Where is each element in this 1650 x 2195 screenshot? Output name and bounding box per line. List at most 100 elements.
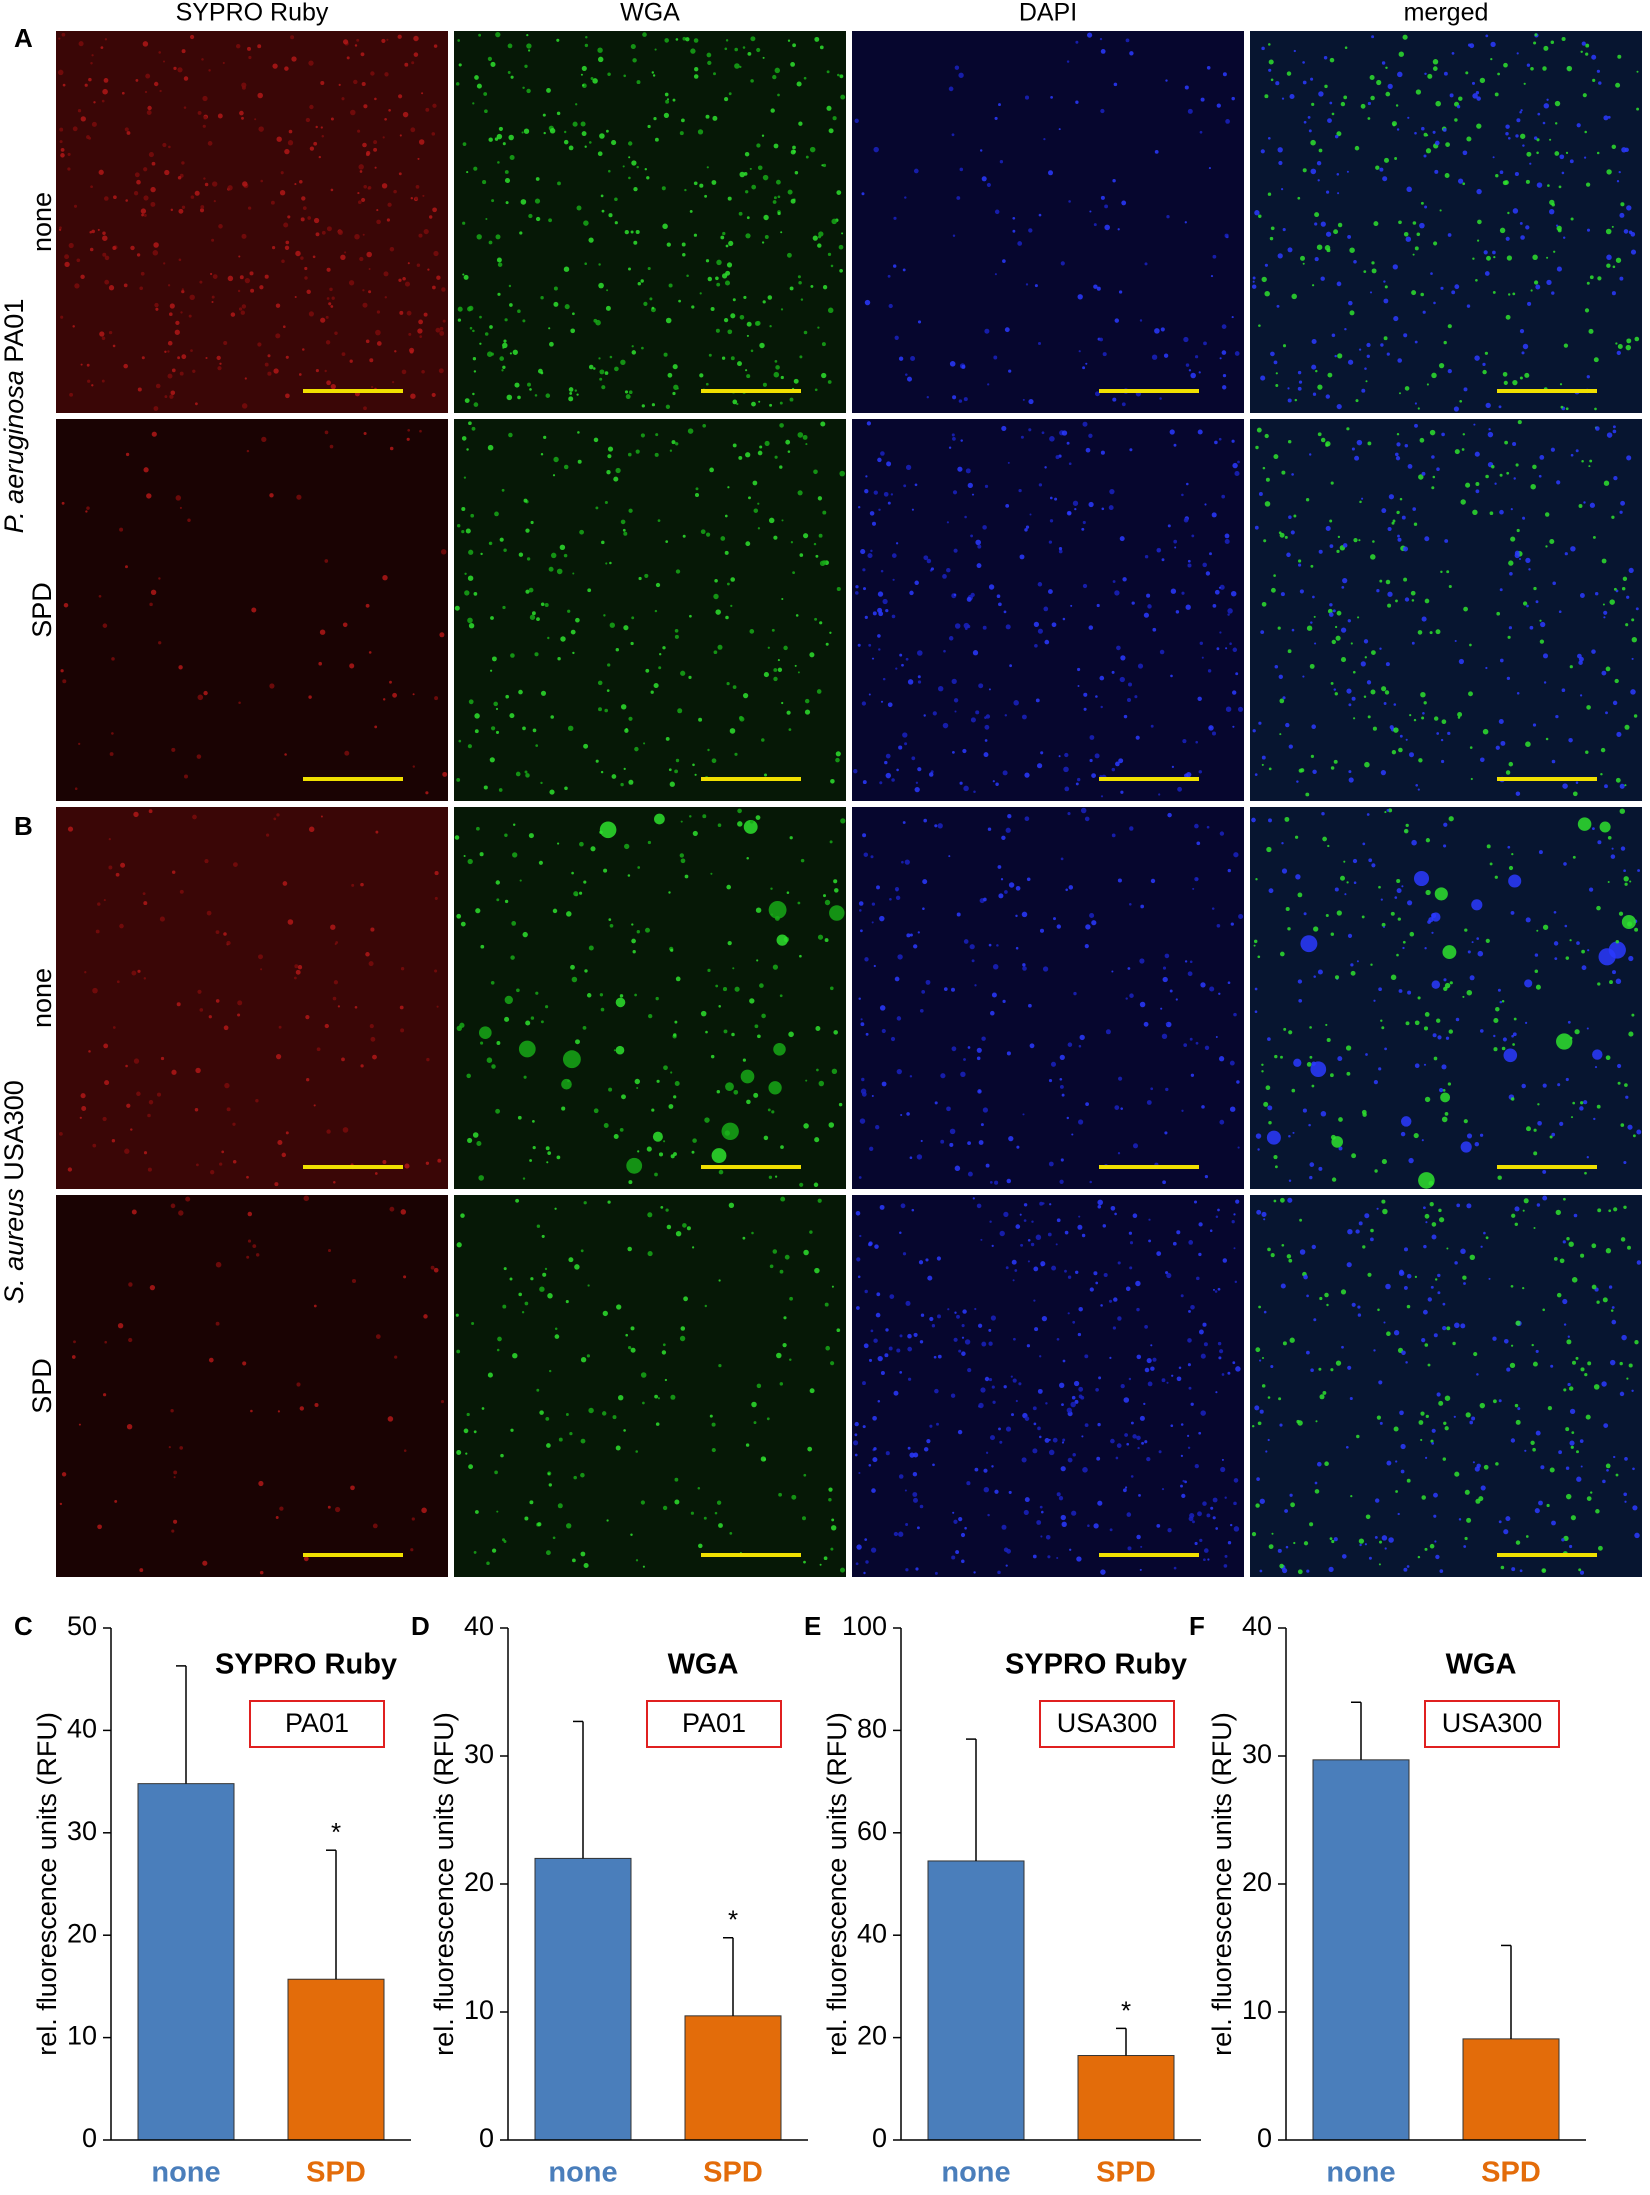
fluorescent-spot xyxy=(805,443,808,446)
y-axis-label: rel. fluorescence units (RFU) xyxy=(429,1712,459,2056)
fluorescent-spot xyxy=(1432,475,1436,479)
fluorescent-spot xyxy=(1564,552,1568,556)
fluorescent-spot xyxy=(1476,96,1481,101)
fluorescent-spot xyxy=(1395,599,1398,603)
fluorescent-spot xyxy=(597,151,603,157)
fluorescent-spot xyxy=(419,429,422,433)
fluorescent-spot xyxy=(1513,1017,1517,1021)
fluorescent-spot xyxy=(1187,1338,1192,1343)
fluorescent-spot xyxy=(897,954,903,960)
fluorescent-spot xyxy=(1443,844,1447,848)
fluorescent-spot xyxy=(435,327,441,333)
fluorescent-spot xyxy=(584,43,589,48)
fluorescent-spot xyxy=(1236,1080,1240,1084)
fluorescent-spot xyxy=(1631,618,1635,622)
fluorescent-spot xyxy=(1462,150,1468,156)
fluorescent-spot xyxy=(1117,1152,1121,1155)
fluorescent-spot xyxy=(59,127,64,132)
fluorescent-spot xyxy=(1175,998,1178,1001)
fluorescent-spot xyxy=(1351,696,1356,701)
panel-label: F xyxy=(1189,1611,1205,1641)
fluorescent-spot xyxy=(342,39,349,45)
fluorescent-spot xyxy=(196,1163,199,1167)
fluorescent-spot xyxy=(1198,770,1203,774)
fluorescent-spot xyxy=(1465,482,1471,488)
fluorescent-spot xyxy=(623,625,629,631)
fluorescent-spot xyxy=(709,467,714,473)
fluorescent-spot xyxy=(1156,1251,1162,1256)
fluorescent-spot xyxy=(911,756,916,761)
fluorescent-spot xyxy=(949,1128,956,1135)
fluorescent-spot xyxy=(960,1532,966,1538)
fluorescent-spot xyxy=(1268,1544,1274,1550)
fluorescent-spot xyxy=(602,1310,608,1317)
fluorescent-spot xyxy=(496,1348,500,1352)
fluorescent-spot xyxy=(868,643,872,647)
fluorescent-spot xyxy=(1584,308,1590,313)
fluorescent-spot xyxy=(1396,442,1401,447)
fluorescent-spot xyxy=(854,1433,858,1437)
fluorescent-spot xyxy=(1230,590,1237,597)
fluorescent-spot xyxy=(340,254,346,260)
fluorescent-spot xyxy=(732,443,737,448)
fluorescent-spot xyxy=(915,781,919,784)
fluorescent-spot xyxy=(1170,1424,1174,1428)
fluorescent-spot xyxy=(1508,874,1522,888)
fluorescent-spot xyxy=(1351,1153,1357,1159)
fluorescent-spot xyxy=(264,274,269,279)
fluorescent-spot xyxy=(680,820,683,823)
fluorescent-spot xyxy=(1264,290,1270,297)
fluorescent-spot xyxy=(1084,1423,1089,1428)
fluorescent-spot xyxy=(745,1443,750,1447)
fluorescent-spot xyxy=(855,585,859,589)
fluorescent-spot xyxy=(1127,682,1133,687)
fluorescent-spot xyxy=(952,395,957,400)
fluorescent-spot xyxy=(895,542,899,545)
fluorescent-spot xyxy=(868,1358,873,1362)
fluorescent-spot xyxy=(104,38,108,41)
fluorescent-spot xyxy=(1295,874,1301,880)
fluorescent-spot xyxy=(1580,1101,1584,1105)
fluorescent-spot xyxy=(315,369,319,373)
fluorescent-spot xyxy=(986,182,991,187)
fluorescent-spot xyxy=(879,915,885,922)
fluorescent-spot xyxy=(1094,753,1100,759)
fluorescent-spot xyxy=(1430,272,1433,275)
fluorescent-spot xyxy=(324,1023,329,1029)
fluorescent-spot xyxy=(238,255,241,258)
fluorescent-spot xyxy=(457,306,463,312)
panel-label: A xyxy=(14,23,33,53)
fluorescent-spot xyxy=(917,767,922,772)
fluorescent-spot xyxy=(423,312,428,317)
fluorescent-spot xyxy=(145,73,151,79)
fluorescent-spot xyxy=(590,846,596,852)
fluorescent-spot xyxy=(997,1570,1001,1575)
fluorescent-spot xyxy=(1498,1399,1502,1403)
fluorescent-spot xyxy=(992,964,999,970)
fluorescent-spot xyxy=(655,1422,660,1426)
fluorescent-spot xyxy=(178,665,183,670)
micrograph xyxy=(454,1195,846,1577)
fluorescent-spot xyxy=(1324,84,1328,89)
fluorescent-spot xyxy=(522,86,525,90)
fluorescent-spot xyxy=(1438,362,1445,369)
fluorescent-spot xyxy=(1330,681,1334,685)
fluorescent-spot xyxy=(1189,1037,1193,1041)
fluorescent-spot xyxy=(1141,1441,1145,1445)
fluorescent-spot xyxy=(1363,639,1369,644)
fluorescent-spot xyxy=(873,964,876,968)
fluorescent-spot xyxy=(1028,399,1034,405)
fluorescent-spot xyxy=(394,350,397,353)
fluorescent-spot xyxy=(1371,261,1375,265)
fluorescent-spot xyxy=(999,160,1004,164)
fluorescent-spot xyxy=(1433,301,1436,305)
fluorescent-spot xyxy=(467,617,473,624)
fluorescent-spot xyxy=(1040,1261,1046,1267)
fluorescent-spot xyxy=(982,1107,989,1113)
fluorescent-spot xyxy=(1597,840,1602,845)
fluorescent-spot xyxy=(202,1560,208,1566)
fluorescent-spot xyxy=(1409,931,1415,937)
fluorescent-spot xyxy=(1444,173,1450,178)
fluorescent-spot xyxy=(76,258,81,263)
fluorescent-spot xyxy=(817,934,824,940)
